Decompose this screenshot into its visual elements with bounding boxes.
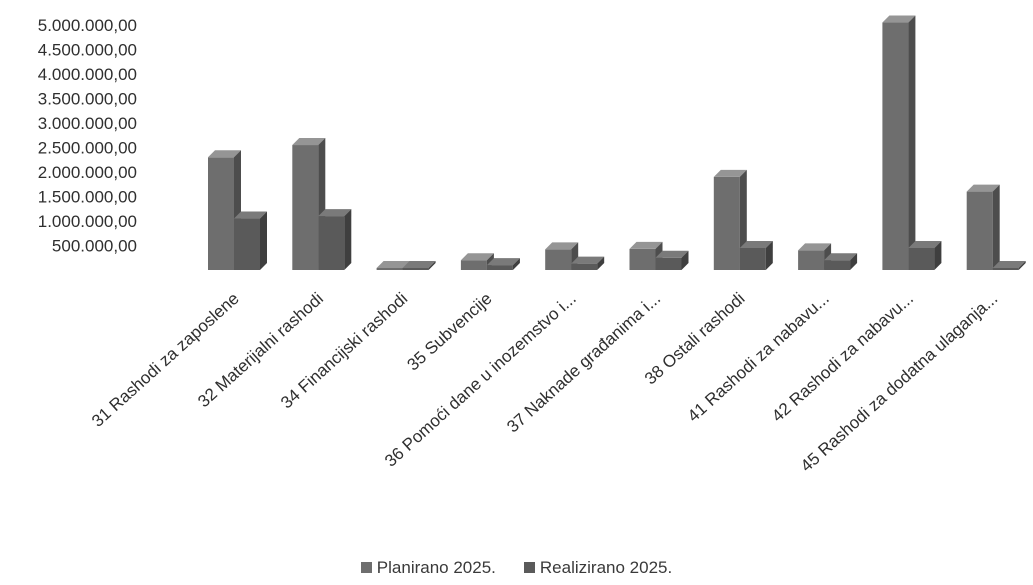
legend-label: Realizirano 2025. bbox=[539, 558, 673, 577]
bar-top bbox=[318, 209, 352, 217]
bar-side bbox=[512, 258, 520, 270]
bar-top bbox=[882, 15, 916, 23]
bar-front bbox=[571, 263, 598, 270]
bar-top bbox=[486, 258, 520, 266]
bar-side bbox=[934, 240, 942, 270]
legend-label: Planirano 2025. bbox=[376, 558, 496, 577]
bar-front bbox=[824, 260, 851, 270]
bar-planirano bbox=[713, 169, 747, 270]
bar-top bbox=[992, 261, 1026, 268]
bar-front bbox=[713, 176, 740, 270]
bar-realizirano bbox=[486, 258, 520, 270]
x-tick-label: 31 Rashodi za zaposlene bbox=[88, 289, 243, 431]
bar-realizirano bbox=[992, 261, 1026, 270]
bar-top bbox=[824, 253, 858, 261]
bar-side bbox=[908, 15, 916, 270]
x-tick-label: 42 Rashodi za nabavu... bbox=[768, 289, 917, 426]
bar-top bbox=[908, 240, 942, 248]
bar-front bbox=[798, 250, 825, 270]
y-axis: 500.000,00 1.000.000,00 1.500.000,00 2.000.… bbox=[38, 16, 137, 256]
bar-front bbox=[739, 247, 766, 270]
legend-item-realizirano: Realizirano 2025. bbox=[523, 558, 673, 578]
y-tick-label: 500.000,00 bbox=[52, 237, 137, 256]
legend: Planirano 2025. Realizirano 2025. bbox=[0, 558, 1033, 578]
bar-front bbox=[208, 157, 234, 270]
bar-front bbox=[629, 248, 656, 270]
bar-top bbox=[629, 241, 663, 249]
bar-side bbox=[1018, 261, 1026, 270]
bar-top bbox=[966, 184, 1000, 192]
bar-realizirano bbox=[234, 211, 267, 270]
bar-realizirano bbox=[908, 240, 942, 270]
bar-front bbox=[545, 249, 572, 270]
bar-planirano bbox=[966, 184, 1000, 270]
bar-side bbox=[765, 240, 773, 270]
bar-side bbox=[344, 209, 352, 270]
bar-side bbox=[597, 256, 605, 270]
bar-side bbox=[428, 261, 436, 270]
x-tick-label: 37 Naknade građanima i... bbox=[503, 289, 664, 437]
legend-item-planirano: Planirano 2025. bbox=[360, 558, 496, 578]
bar-top bbox=[713, 169, 747, 177]
bar-realizirano bbox=[318, 209, 352, 270]
bar-front bbox=[882, 22, 909, 270]
bar-front bbox=[992, 268, 1019, 270]
bar-front bbox=[655, 257, 682, 270]
y-tick-label: 2.500.000,00 bbox=[38, 139, 137, 158]
x-tick-label: 41 Rashodi za nabavu... bbox=[684, 289, 833, 426]
y-tick-label: 5.000.000,00 bbox=[38, 16, 137, 35]
bar-top bbox=[376, 261, 410, 268]
bar-top bbox=[402, 261, 436, 268]
bar-top bbox=[798, 243, 832, 251]
bar-chart: 500.000,00 1.000.000,00 1.500.000,00 2.000.… bbox=[38, 15, 1026, 476]
bar-front bbox=[486, 265, 513, 270]
bar-side bbox=[992, 184, 1000, 270]
bar-front bbox=[908, 247, 935, 270]
bar-front bbox=[376, 268, 403, 270]
y-tick-label: 3.000.000,00 bbox=[38, 114, 137, 133]
bar-front bbox=[234, 218, 260, 270]
y-tick-label: 4.000.000,00 bbox=[38, 65, 137, 84]
bar-front bbox=[292, 145, 319, 270]
bar-top bbox=[292, 138, 326, 146]
bar-front bbox=[318, 216, 345, 270]
bar-front bbox=[402, 268, 429, 270]
bar-side bbox=[260, 211, 267, 270]
bar-top bbox=[545, 242, 579, 250]
bar-top bbox=[655, 250, 689, 258]
x-tick-label: 35 Subvencije bbox=[403, 289, 495, 375]
bar-side bbox=[850, 253, 858, 270]
bar-planirano bbox=[882, 15, 916, 270]
bar-front bbox=[460, 260, 487, 270]
bar-realizirano bbox=[402, 261, 436, 270]
bar-realizirano bbox=[655, 250, 689, 270]
bar-top bbox=[208, 150, 241, 158]
bar-top bbox=[234, 211, 267, 219]
bar-realizirano bbox=[824, 253, 858, 270]
legend-swatch bbox=[523, 562, 535, 574]
bar-realizirano bbox=[571, 256, 605, 270]
bar-top bbox=[571, 256, 605, 264]
bar-top bbox=[739, 240, 773, 248]
bar-side bbox=[681, 250, 689, 270]
legend-swatch bbox=[360, 562, 372, 574]
plot-area bbox=[208, 15, 1026, 270]
y-tick-label: 1.000.000,00 bbox=[38, 212, 137, 231]
y-tick-label: 1.500.000,00 bbox=[38, 188, 137, 207]
y-tick-label: 4.500.000,00 bbox=[38, 41, 137, 60]
bar-realizirano bbox=[739, 240, 773, 270]
y-tick-label: 2.000.000,00 bbox=[38, 163, 137, 182]
bar-front bbox=[966, 191, 993, 270]
bar-top bbox=[460, 253, 494, 261]
y-tick-label: 3.500.000,00 bbox=[38, 90, 137, 109]
bar-planirano bbox=[798, 243, 832, 270]
